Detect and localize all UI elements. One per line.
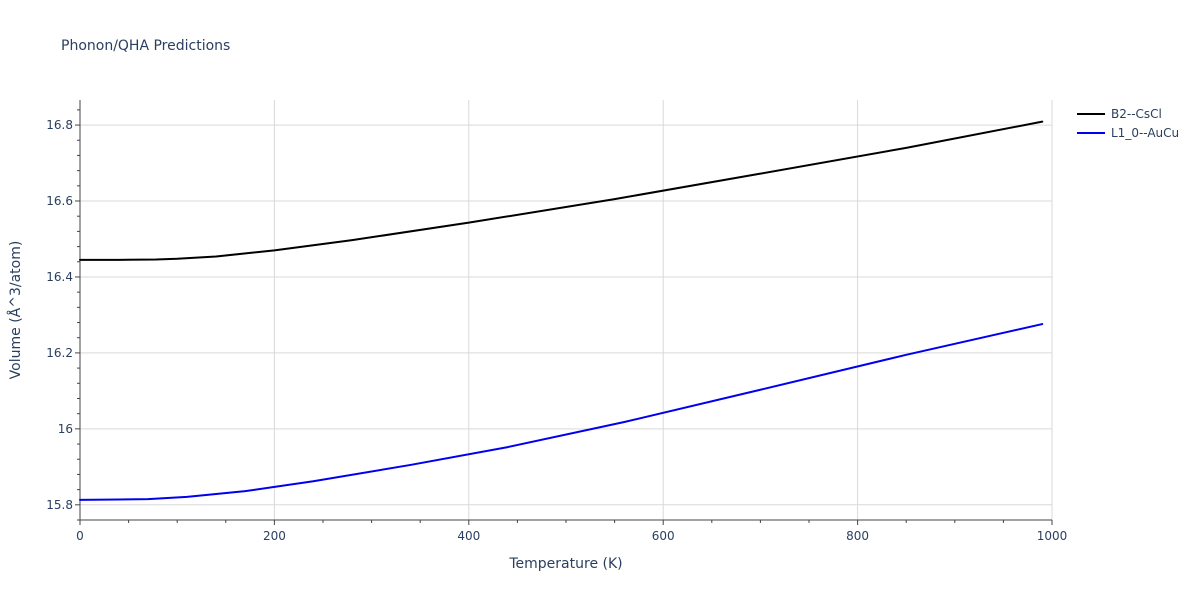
x-tick-label: 400: [457, 529, 480, 543]
series-line-0[interactable]: [79, 120, 1044, 261]
y-tick-label: 16.4: [46, 270, 73, 284]
x-tick-label: 0: [76, 529, 84, 543]
y-tick-label: 16.2: [46, 346, 73, 360]
legend-item-0[interactable]: B2--CsCl: [1077, 107, 1162, 121]
y-tick-label: 16.8: [46, 118, 73, 132]
y-tick-label: 16.6: [46, 194, 73, 208]
series-line-1[interactable]: [79, 323, 1044, 501]
legend-item-1[interactable]: L1_0--AuCu: [1077, 126, 1179, 140]
grid-layer: [80, 100, 1053, 520]
x-tick-label: 200: [263, 529, 286, 543]
y-axis-title: Volume (Å^3/atom): [7, 241, 24, 380]
x-tick-label: 800: [846, 529, 869, 543]
tick-label-layer: 0 200 400 600 800 1000 15.8 16 16.2 16.4 16.6 16.8: [46, 118, 1067, 543]
x-axis-title: Temperature (K): [508, 556, 622, 572]
y-tick-label: 16: [58, 422, 73, 436]
x-tick-label: 600: [652, 529, 675, 543]
y-tick-label: 15.8: [46, 498, 73, 512]
chart-title: Phonon/QHA Predictions: [61, 38, 230, 54]
legend-label: L1_0--AuCu: [1111, 126, 1179, 140]
legend-label: B2--CsCl: [1111, 107, 1162, 121]
series-layer: [79, 120, 1044, 501]
axes-layer: [75, 100, 1053, 525]
legend[interactable]: B2--CsCl L1_0--AuCu: [1077, 107, 1179, 140]
x-tick-label: 1000: [1037, 529, 1068, 543]
